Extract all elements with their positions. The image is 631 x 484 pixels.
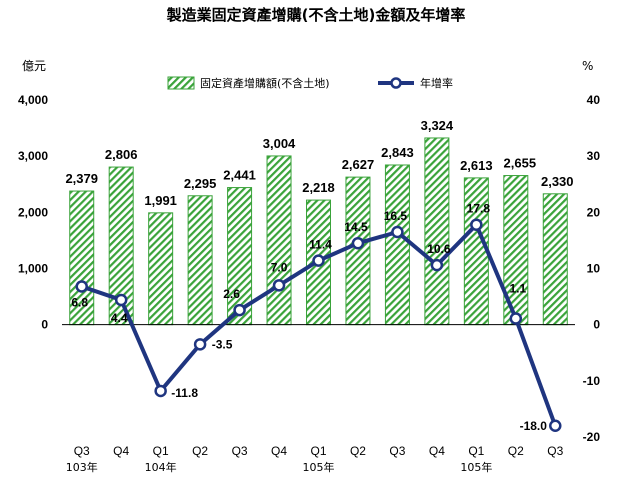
legend-line-marker (390, 77, 402, 89)
x-axis-tick-label: Q1 (310, 444, 326, 458)
growth-rate-point (272, 279, 286, 292)
growth-rate-label: 2.6 (223, 287, 240, 301)
bar (148, 212, 174, 326)
x-axis-tick-label: Q3 (389, 444, 405, 458)
x-axis-year-label: 105年 (460, 460, 492, 474)
x-axis-tick-label: Q4 (113, 444, 129, 458)
right-axis-tick-label: 20 (587, 205, 601, 219)
right-axis-tick-label: -10 (583, 374, 601, 388)
bar (266, 155, 292, 326)
bar (187, 195, 213, 326)
right-axis-tick-label: 40 (587, 93, 601, 107)
growth-rate-point (233, 303, 246, 317)
bar-value-label: 3,004 (263, 136, 296, 151)
left-axis-unit: 億元 (22, 59, 46, 73)
x-axis-year-label: 104年 (145, 460, 177, 474)
bar (503, 175, 529, 326)
x-axis-tick-label: Q3 (547, 444, 563, 458)
growth-rate-label: 6.8 (71, 295, 88, 309)
left-axis-tick-label: 1,000 (18, 262, 48, 276)
bar-value-label: 2,613 (460, 158, 493, 173)
bar-value-label: 2,441 (223, 168, 256, 183)
growth-rate-label: 17.8 (467, 202, 491, 216)
bar (463, 177, 489, 326)
bar (542, 193, 568, 326)
growth-rate-point (470, 218, 483, 231)
bar-value-label: 2,295 (184, 176, 217, 191)
growth-rate-label: 14.5 (344, 220, 368, 234)
left-axis-tick-label: 2,000 (18, 205, 48, 219)
growth-rate-point (430, 258, 444, 272)
x-axis-tick-label: Q4 (271, 444, 287, 458)
growth-rate-label: 1.1 (509, 281, 526, 295)
growth-rate-point (154, 384, 167, 398)
growth-rate-label: -3.5 (212, 337, 233, 351)
growth-rate-point (549, 419, 562, 433)
bar-value-label: 2,330 (541, 174, 574, 189)
bar-value-label: 2,806 (105, 147, 138, 162)
x-axis-year-label: 103年 (66, 460, 98, 474)
growth-rate-label: 16.5 (384, 209, 408, 223)
growth-rate-point (75, 280, 88, 293)
growth-rate-label: 11.4 (309, 238, 332, 252)
growth-rate-point (193, 338, 207, 351)
right-axis-tick-label: 10 (587, 262, 601, 276)
x-axis-tick-label: Q3 (74, 444, 90, 458)
bar (384, 164, 410, 326)
bar-value-label: 2,627 (342, 157, 375, 172)
chart-title: 製造業固定資產增購(不含土地)金額及年增率 (166, 6, 466, 24)
growth-rate-point (312, 254, 325, 267)
growth-rate-point (509, 312, 523, 325)
legend: 固定資產增購額(不含土地) 年增率 (167, 76, 453, 90)
bar (424, 137, 450, 326)
bar-value-label: 2,379 (65, 171, 98, 186)
legend-bar-swatch (167, 76, 195, 90)
right-axis-tick-label: 30 (587, 149, 601, 163)
growth-rate-point (351, 236, 365, 250)
right-axis-tick-label: 0 (593, 318, 600, 332)
x-axis-tick-label: Q3 (232, 444, 248, 458)
bar-value-label: 1,991 (144, 193, 177, 208)
left-axis-tick-label: 3,000 (18, 149, 48, 163)
x-axis-year-label: 105年 (303, 460, 335, 474)
legend-line-label: 年增率 (420, 76, 453, 90)
growth-rate-point (114, 293, 128, 307)
left-axis-tick-label: 0 (41, 318, 48, 332)
x-axis-tick-label: Q2 (350, 444, 366, 458)
growth-rate-label: -18.0 (520, 419, 548, 433)
growth-rate-label: 4.4 (111, 311, 128, 325)
x-axis-tick-label: Q2 (192, 444, 208, 458)
right-axis-tick-label: -20 (583, 430, 601, 444)
bar-value-label: 2,843 (381, 145, 414, 160)
x-axis-tick-label: Q1 (153, 444, 169, 458)
growth-rate-label: 10.6 (427, 242, 451, 256)
legend-bar-label: 固定資產增購額(不含土地) (200, 76, 330, 90)
x-axis-tick-label: Q2 (508, 444, 524, 458)
plot-area: 0 1,000 2,000 3,000 4,000 -20 -10 0 10 20 30 40 2,37… (18, 93, 600, 474)
bar-value-label: 2,218 (302, 180, 335, 195)
bar (345, 176, 371, 326)
bar-value-label: 3,324 (421, 118, 454, 133)
right-axis-unit: % (582, 59, 593, 73)
x-axis-tick-label: Q1 (468, 444, 484, 458)
growth-rate-label: -11.8 (171, 386, 198, 400)
x-axis-tick-label: Q4 (429, 444, 445, 458)
growth-rate-point (391, 225, 404, 239)
growth-rate-label: 7.0 (271, 260, 288, 274)
bar-value-label: 2,655 (504, 156, 537, 171)
left-axis-tick-label: 4,000 (18, 93, 48, 107)
